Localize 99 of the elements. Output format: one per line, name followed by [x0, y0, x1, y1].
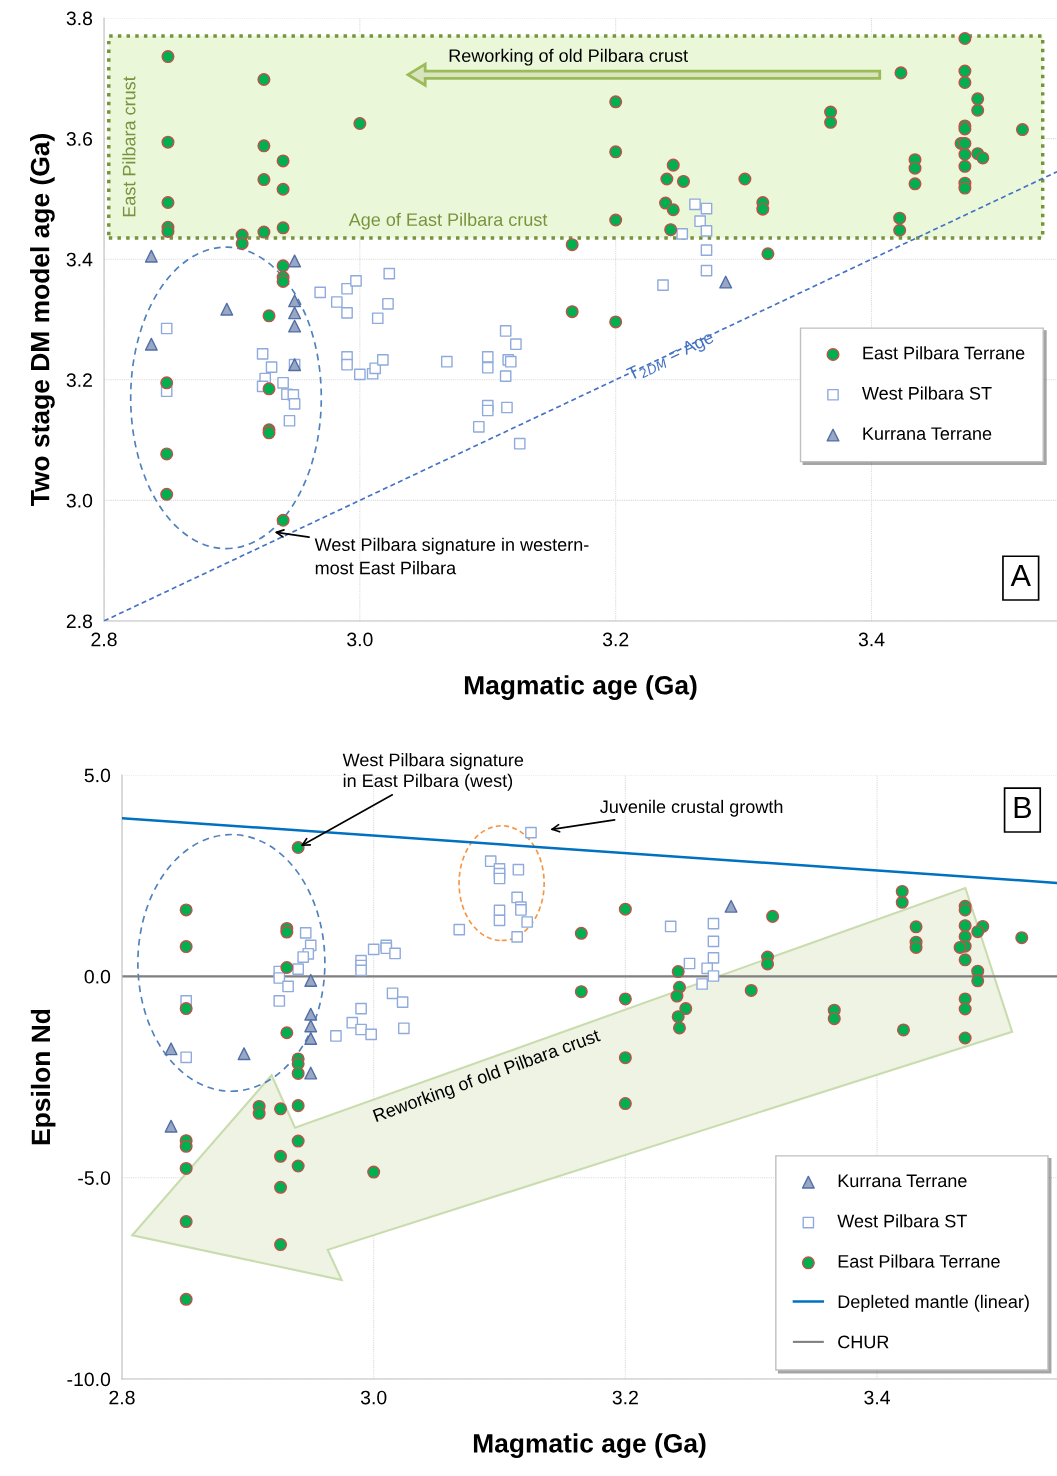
- point: [265, 361, 278, 373]
- point: [511, 931, 523, 943]
- y-axis-title: Epsilon Nd: [30, 1009, 56, 1145]
- point: [304, 1019, 318, 1033]
- point: [283, 414, 296, 427]
- point: [220, 302, 234, 316]
- point: [696, 978, 708, 990]
- y-tick-label: 3.0: [66, 493, 93, 508]
- y-tick-label: 3.4: [66, 252, 93, 267]
- point: [707, 935, 720, 948]
- point: [512, 863, 525, 876]
- point: [707, 917, 720, 930]
- point: [304, 1007, 318, 1021]
- y-tick-label: 2.8: [66, 614, 93, 629]
- y-axis-title: Two stage DM model age (Ga): [30, 134, 55, 506]
- legend-label: Kurrana Terrane: [863, 427, 992, 440]
- point: [481, 361, 494, 374]
- x-tick-label: 3.0: [347, 632, 373, 647]
- point: [453, 923, 466, 936]
- annotation: West Pilbara signature in western- most East Pilbara: [314, 537, 589, 575]
- point: [288, 319, 302, 333]
- annotation: A: [1010, 565, 1031, 587]
- point: [304, 1031, 318, 1045]
- point: [299, 927, 312, 939]
- point: [365, 1028, 377, 1041]
- x-tick-label: 2.8: [109, 1390, 135, 1405]
- x-tick-label: 3.2: [612, 1390, 638, 1405]
- x-tick-label: 3.4: [858, 632, 885, 647]
- point: [367, 943, 380, 956]
- x-axis-title: Magmatic age (Ga): [473, 1433, 706, 1458]
- point: [525, 826, 537, 839]
- point: [355, 964, 367, 977]
- point: [355, 1002, 367, 1015]
- point: [369, 362, 382, 375]
- legend-label: East Pilbara Terrane: [838, 1254, 1000, 1268]
- point: [493, 914, 506, 927]
- point: [164, 1042, 178, 1056]
- annotation: Juvenile crustal growth: [600, 799, 783, 817]
- point: [256, 348, 269, 360]
- legend-label: West Pilbara ST: [861, 386, 992, 400]
- point: [707, 970, 720, 982]
- point: [499, 325, 512, 337]
- x-tick-label: 3.4: [864, 1390, 890, 1405]
- legend-label: West Pilbara ST: [837, 1214, 967, 1228]
- annotation: West Pilbara signature in East Pilbara (west): [342, 753, 524, 791]
- y-tick-label: -10.0: [67, 1372, 111, 1387]
- point: [288, 306, 302, 320]
- legend-label: Kurrana Terrane: [838, 1174, 967, 1188]
- point: [371, 312, 384, 325]
- legend-label: CHUR: [838, 1335, 889, 1349]
- point: [164, 1119, 178, 1133]
- point: [398, 1022, 410, 1035]
- annotation: B: [1014, 796, 1031, 818]
- x-tick-label: 3.0: [360, 1390, 387, 1405]
- y-tick-label: 5.0: [84, 768, 111, 783]
- annotation: East Pilbara crust: [122, 76, 136, 217]
- y-tick-label: 3.6: [66, 132, 93, 146]
- point: [676, 228, 689, 240]
- x-axis-title: Magmatic age (Ga): [464, 675, 697, 700]
- point: [719, 275, 733, 289]
- y-tick-label: 3.2: [66, 373, 92, 388]
- point: [440, 355, 453, 368]
- point: [724, 899, 738, 913]
- point: [288, 294, 302, 308]
- legend-label: Depleted mantle (linear): [838, 1294, 1029, 1312]
- point: [180, 1051, 193, 1064]
- point: [304, 1066, 318, 1080]
- point: [341, 358, 353, 371]
- point: [694, 215, 706, 228]
- point: [700, 264, 713, 277]
- point: [144, 249, 158, 263]
- point: [144, 337, 158, 351]
- point: [160, 322, 173, 335]
- point: [386, 987, 399, 1000]
- y-tick-label: -5.0: [78, 1171, 111, 1185]
- point: [700, 225, 713, 237]
- point: [493, 872, 506, 885]
- point: [689, 198, 701, 211]
- point: [383, 267, 396, 280]
- point: [513, 437, 526, 450]
- point: [499, 370, 512, 383]
- point: [314, 286, 327, 299]
- point: [304, 973, 318, 987]
- annotation: Age of East Pilbara crust: [348, 212, 548, 230]
- point: [481, 404, 494, 417]
- point: [288, 254, 302, 268]
- y-tick-label: 0.0: [84, 969, 111, 984]
- point: [297, 951, 310, 963]
- point: [354, 368, 366, 381]
- legend-label: East Pilbara Terrane: [863, 346, 1025, 360]
- point: [683, 957, 696, 970]
- point: [664, 920, 677, 933]
- point: [288, 398, 301, 410]
- point: [237, 1047, 251, 1061]
- x-tick-label: 3.2: [602, 632, 629, 647]
- annotation: Reworking of old Pilbara crust: [449, 48, 688, 66]
- point: [700, 202, 713, 215]
- annotation: T$_{2DM}$ = Age: [625, 330, 716, 384]
- y-tick-label: 3.8: [66, 11, 93, 26]
